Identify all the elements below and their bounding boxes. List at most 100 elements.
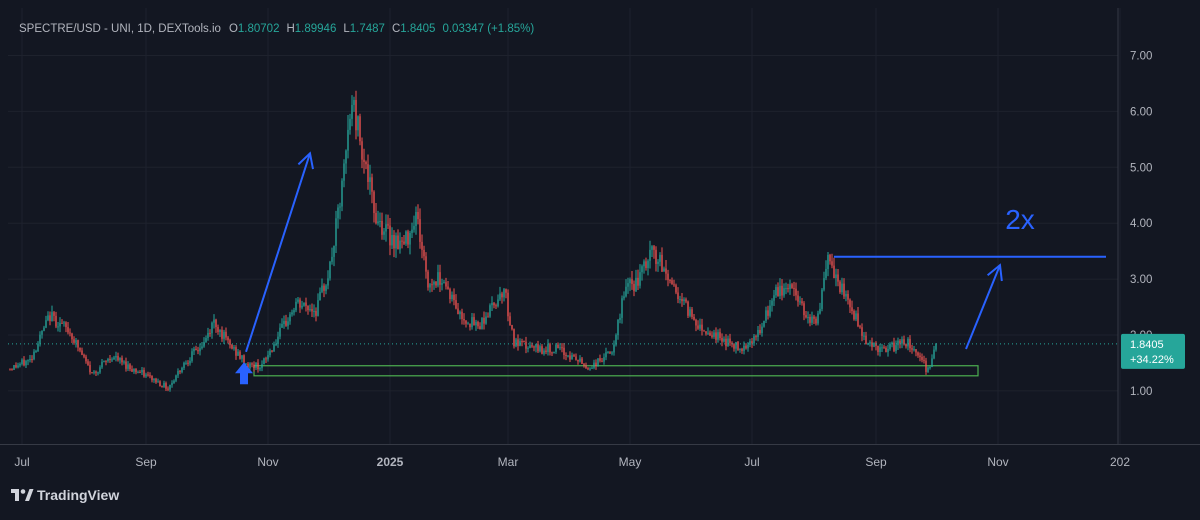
candle-up bbox=[489, 303, 491, 318]
candle-body bbox=[155, 378, 157, 383]
candle-body bbox=[491, 303, 493, 306]
candle-body bbox=[717, 332, 719, 340]
candle-body bbox=[199, 348, 201, 352]
candle-body bbox=[881, 347, 883, 349]
candle-body bbox=[643, 261, 645, 267]
candle-body bbox=[129, 364, 131, 370]
candle-body bbox=[357, 116, 359, 131]
annotation-2x-label[interactable]: 2x bbox=[1005, 204, 1035, 235]
candle-down bbox=[501, 291, 503, 304]
candle-down bbox=[595, 359, 597, 370]
candle-body bbox=[219, 329, 221, 332]
candle-down bbox=[545, 346, 547, 355]
candle-body bbox=[361, 141, 363, 160]
candle-down bbox=[609, 351, 611, 354]
candle-up bbox=[413, 215, 415, 233]
candle-down bbox=[837, 269, 839, 287]
candle-down bbox=[271, 350, 273, 353]
candle-up bbox=[145, 372, 147, 379]
candle-body bbox=[799, 301, 801, 303]
candle-body bbox=[165, 383, 167, 389]
candle-down bbox=[725, 334, 727, 351]
candle-body bbox=[121, 357, 123, 363]
candle-down bbox=[667, 269, 669, 287]
candle-down bbox=[483, 311, 485, 330]
candle-body bbox=[551, 352, 553, 354]
candle-up bbox=[25, 359, 27, 368]
candle-body bbox=[865, 335, 867, 345]
candle-up bbox=[873, 342, 875, 348]
candle-up bbox=[233, 345, 235, 351]
candle-up bbox=[789, 279, 791, 295]
candle-body bbox=[753, 336, 755, 344]
candle-body bbox=[671, 280, 673, 285]
candle-up bbox=[771, 298, 773, 312]
candle-down bbox=[805, 310, 807, 319]
candle-down bbox=[893, 337, 895, 353]
candle-body bbox=[765, 310, 767, 321]
candle-up bbox=[717, 329, 719, 343]
candle-body bbox=[37, 343, 39, 352]
candle-up bbox=[799, 296, 801, 305]
candle-body bbox=[807, 317, 809, 319]
candle-body bbox=[659, 254, 661, 262]
candle-body bbox=[569, 355, 571, 360]
candle-up bbox=[269, 348, 271, 358]
candle-up bbox=[245, 362, 247, 365]
candle-up bbox=[377, 210, 379, 226]
candle-up bbox=[639, 264, 641, 289]
candle-down bbox=[715, 327, 717, 344]
candle-body bbox=[27, 360, 29, 362]
candle-body bbox=[263, 358, 265, 365]
candle-down bbox=[311, 303, 313, 317]
price-tag-change: +34.22% bbox=[1130, 354, 1174, 366]
tradingview-logo[interactable]: TradingView bbox=[11, 487, 119, 503]
price-tick-label: 1.00 bbox=[1130, 386, 1152, 398]
candle-down bbox=[105, 360, 107, 366]
candle-body bbox=[681, 299, 683, 302]
candle-down bbox=[533, 345, 535, 352]
candle-body bbox=[785, 288, 787, 290]
candle-up bbox=[409, 230, 411, 255]
candle-body bbox=[179, 371, 181, 373]
candle-body bbox=[181, 367, 183, 373]
candle-body bbox=[25, 361, 27, 366]
candle-body bbox=[855, 313, 857, 320]
candle-body bbox=[439, 272, 441, 285]
candle-down bbox=[885, 346, 887, 353]
candle-body bbox=[925, 360, 927, 372]
candle-down bbox=[285, 314, 287, 327]
candle-up bbox=[763, 320, 765, 328]
time-axis[interactable]: Jul Sep Nov 2025 Mar May Jul Sep Nov 202 bbox=[14, 455, 1130, 469]
candle-body bbox=[359, 116, 361, 142]
candle-up bbox=[649, 240, 651, 269]
candle-up bbox=[663, 266, 665, 272]
candle-body bbox=[363, 159, 365, 162]
candle-body bbox=[759, 330, 761, 334]
symbol-label: SPECTRE/USD - UNI, 1D, DEXTools.io bbox=[19, 23, 221, 35]
candle-up bbox=[707, 327, 709, 335]
open-value: 1.80702 bbox=[238, 23, 280, 35]
candle-up bbox=[827, 252, 829, 277]
candle-down bbox=[253, 361, 255, 372]
candle-body bbox=[529, 345, 531, 348]
candle-body bbox=[229, 340, 231, 345]
candle-up bbox=[539, 344, 541, 353]
candle-body bbox=[527, 347, 529, 349]
candle-body bbox=[843, 283, 845, 297]
candle-down bbox=[143, 367, 145, 378]
candle-body bbox=[699, 324, 701, 329]
candle-down bbox=[87, 359, 89, 366]
candle-up bbox=[205, 335, 207, 343]
candle-down bbox=[703, 329, 705, 332]
candle-body bbox=[407, 231, 409, 245]
candle-body bbox=[909, 338, 911, 349]
candle-down bbox=[695, 318, 697, 332]
candle-up bbox=[535, 343, 537, 353]
candle-up bbox=[881, 343, 883, 353]
candle-body bbox=[421, 241, 423, 250]
candle-down bbox=[573, 353, 575, 357]
candle-up bbox=[331, 247, 333, 265]
candle-down bbox=[813, 314, 815, 324]
